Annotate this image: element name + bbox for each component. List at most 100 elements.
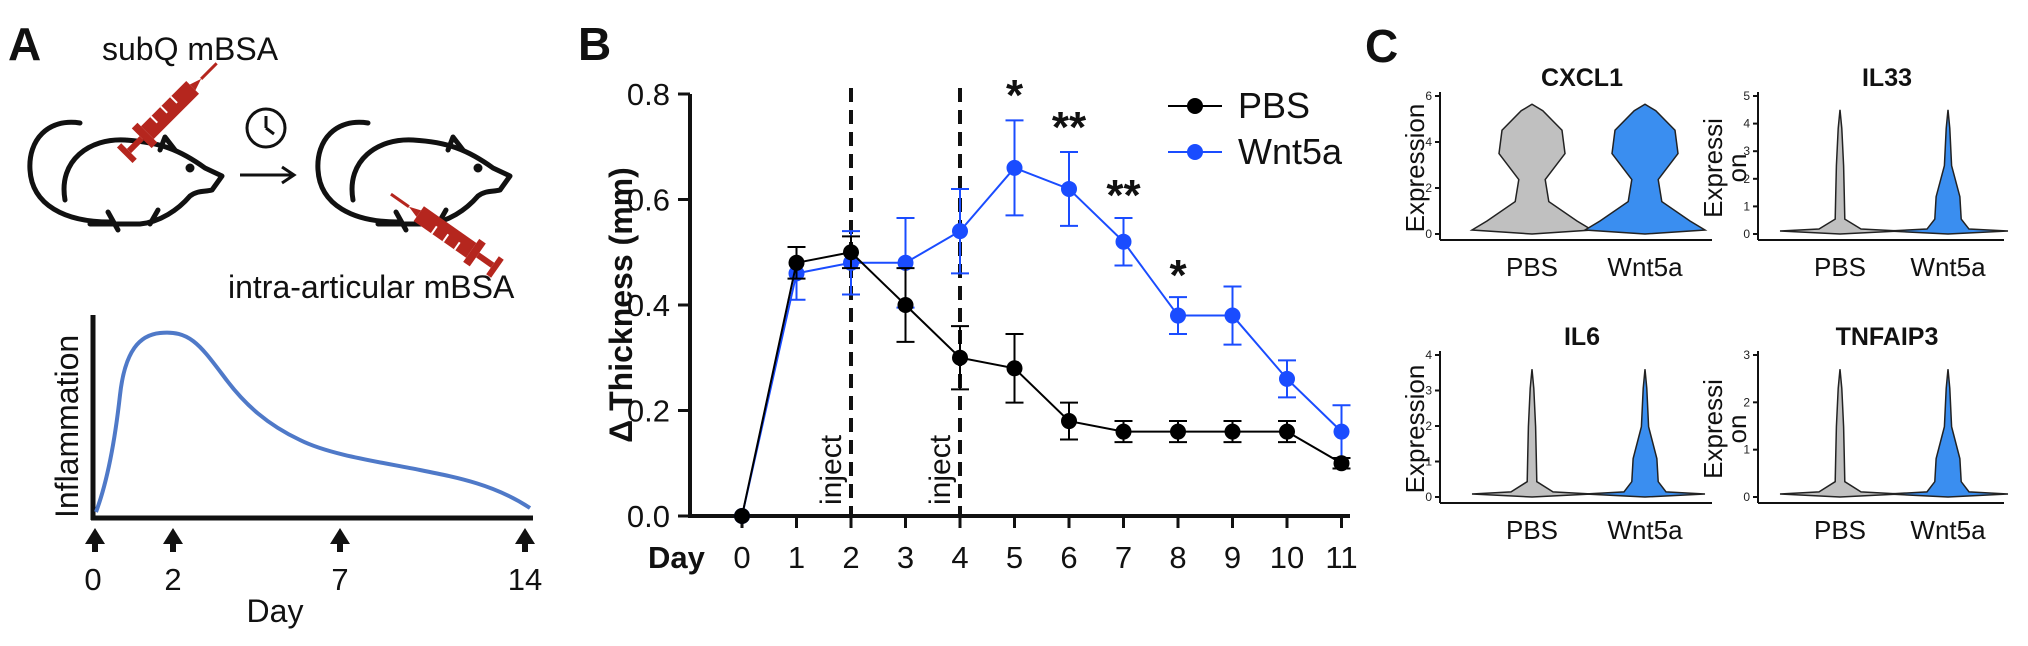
violin-y-tick-label: 4 bbox=[1425, 135, 1432, 149]
legend-marker bbox=[1187, 98, 1203, 114]
violin-y-label: Expressi bbox=[1698, 118, 1728, 218]
data-point-PBS bbox=[1006, 360, 1023, 377]
mouse-icon-right bbox=[315, 119, 513, 233]
y-tick-label: 0.0 bbox=[627, 499, 670, 534]
y-axis-label: Δ Thickness (mm) bbox=[603, 167, 639, 443]
data-point-PBS bbox=[1224, 423, 1241, 440]
x-axis-label: Day bbox=[648, 540, 706, 575]
schematic-tick-7: 7 bbox=[331, 562, 348, 597]
violin-category-label: PBS bbox=[1814, 515, 1866, 545]
violin-y-label: on bbox=[1722, 415, 1752, 444]
data-point-Wnt5a bbox=[1170, 307, 1186, 324]
syringe-icon-left bbox=[116, 62, 218, 164]
subq-label: subQ mBSA bbox=[102, 31, 279, 67]
significance-marker: ** bbox=[1052, 103, 1087, 152]
data-point-PBS bbox=[1333, 455, 1350, 472]
inject-label: inject bbox=[815, 434, 848, 505]
panel-b-label: B bbox=[578, 18, 611, 70]
violin-y-tick-label: 1 bbox=[1743, 443, 1750, 457]
violin-y-label: Expression bbox=[1400, 104, 1430, 233]
legend-label: Wnt5a bbox=[1238, 131, 1343, 172]
data-point-Wnt5a bbox=[1061, 180, 1077, 197]
data-point-PBS bbox=[843, 244, 859, 261]
inflammation-curve bbox=[94, 330, 532, 513]
violin-y-tick-label: 6 bbox=[1425, 89, 1432, 103]
schematic-x-label: Day bbox=[247, 593, 304, 629]
schematic-y-label: Inflammation bbox=[49, 335, 85, 518]
line-chart: 0.0 0.2 0.4 0.6 0.8 0 1 2 3 4 5 6 7 8 9 10 11 Day Δ Thickn… bbox=[603, 71, 1358, 575]
x-tick-label: 8 bbox=[1169, 540, 1186, 575]
violin-y-tick-label: 5 bbox=[1743, 89, 1750, 103]
mouse-icon-left bbox=[27, 119, 225, 233]
violin-pbs bbox=[1779, 109, 1901, 235]
series-line-PBS bbox=[741, 251, 1343, 517]
y-tick-label: 0.6 bbox=[627, 183, 670, 218]
violin-category-label: PBS bbox=[1506, 252, 1558, 282]
x-tick-label: 11 bbox=[1325, 540, 1357, 575]
violin-pbs bbox=[1471, 369, 1593, 498]
data-point-Wnt5a bbox=[1006, 159, 1023, 176]
x-tick-label: 6 bbox=[1060, 540, 1077, 575]
violin-y-label: Expression bbox=[1400, 365, 1430, 494]
violin-category-label: Wnt5a bbox=[1910, 515, 1986, 545]
x-tick-label: 3 bbox=[897, 540, 914, 575]
violin-category-label: Wnt5a bbox=[1910, 252, 1986, 282]
violin-y-tick-label: 3 bbox=[1743, 348, 1750, 362]
violin-y-tick-label: 4 bbox=[1743, 117, 1750, 131]
schematic-tick-14: 14 bbox=[508, 562, 542, 597]
significance-marker: * bbox=[1169, 251, 1187, 300]
x-tick-label: 7 bbox=[1115, 540, 1132, 575]
x-tick-label: 2 bbox=[842, 540, 859, 575]
violin-y-tick-label: 1 bbox=[1743, 199, 1750, 213]
data-point-PBS bbox=[1170, 423, 1186, 440]
violin-y-tick-label: 2 bbox=[1743, 172, 1750, 186]
violin-y-tick-label: 4 bbox=[1425, 348, 1432, 362]
violin-y-tick-label: 3 bbox=[1425, 384, 1432, 398]
violin-y-label: Expressi bbox=[1698, 379, 1728, 479]
intra-articular-label: intra-articular mBSA bbox=[228, 269, 515, 305]
data-point-PBS bbox=[952, 349, 968, 366]
violin-category-label: PBS bbox=[1814, 252, 1866, 282]
violin-category-label: Wnt5a bbox=[1607, 515, 1683, 545]
arrow-icon bbox=[240, 165, 297, 185]
violin-title: CXCL1 bbox=[1541, 64, 1623, 92]
violin-y-tick-label: 3 bbox=[1743, 144, 1750, 158]
x-tick-label: 9 bbox=[1224, 540, 1241, 575]
violin-y-tick-label: 1 bbox=[1425, 455, 1432, 469]
data-point-Wnt5a bbox=[1224, 307, 1241, 324]
violin-title: IL33 bbox=[1862, 64, 1912, 92]
violin-wnt5a bbox=[1887, 109, 2009, 235]
data-point-Wnt5a bbox=[1115, 233, 1132, 250]
data-point-PBS bbox=[897, 297, 914, 313]
data-point-PBS bbox=[788, 254, 805, 271]
panel-c-label: C bbox=[1365, 20, 1398, 72]
data-point-PBS bbox=[1279, 423, 1295, 440]
x-tick-label: 0 bbox=[733, 540, 750, 575]
violin-pbs bbox=[1779, 369, 1901, 498]
y-tick-label: 0.8 bbox=[627, 77, 670, 112]
violin-category-label: PBS bbox=[1506, 515, 1558, 545]
significance-marker: ** bbox=[1106, 171, 1141, 220]
data-point-PBS bbox=[1061, 413, 1077, 430]
legend-label: PBS bbox=[1238, 85, 1310, 126]
violin-category-label: Wnt5a bbox=[1607, 252, 1683, 282]
violin-title: IL6 bbox=[1564, 323, 1600, 351]
data-point-PBS bbox=[1115, 423, 1132, 440]
syringe-icon-right bbox=[390, 192, 504, 278]
violin-title: TNFAIP3 bbox=[1836, 323, 1939, 351]
x-tick-label: 4 bbox=[951, 540, 968, 575]
violin-wnt5a bbox=[1582, 103, 1708, 235]
violin-y-tick-label: 0 bbox=[1425, 227, 1432, 241]
violin-y-tick-label: 0 bbox=[1425, 490, 1432, 504]
legend-marker bbox=[1187, 144, 1203, 160]
inject-label: inject bbox=[924, 434, 957, 505]
schematic-tick-2: 2 bbox=[164, 562, 181, 597]
violin-y-tick-label: 0 bbox=[1743, 227, 1750, 241]
data-point-Wnt5a bbox=[897, 254, 914, 271]
violin-wnt5a bbox=[1584, 369, 1706, 498]
significance-marker: * bbox=[1006, 71, 1024, 120]
violin-y-tick-label: 2 bbox=[1425, 181, 1432, 195]
clock-icon bbox=[245, 107, 287, 149]
